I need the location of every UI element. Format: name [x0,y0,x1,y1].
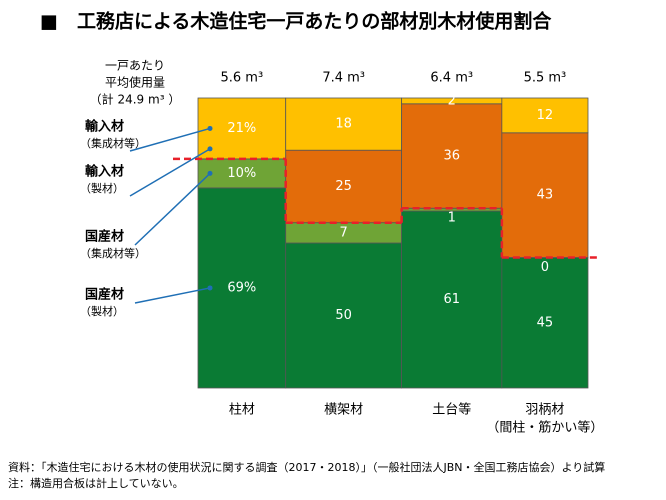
segment-label: 36 [443,149,460,164]
segment [285,242,403,389]
segment-label: 50 [335,308,352,323]
width-label: 6.4 m³ [430,71,473,86]
segment [401,210,503,389]
chart-title: ■ 工務店による木造住宅一戸あたりの部材別木材使用割合 [40,10,552,33]
note: 注：構造用合板は計上していない。 [8,476,184,490]
segment-label: 12 [537,108,554,123]
segment [197,158,287,189]
segment-label: 21% [227,121,256,136]
legend-detail: （集成材等） [80,246,146,260]
legend-name: 国産材 [85,287,124,303]
segment-label: 61 [443,292,460,307]
segment-label: 18 [335,117,352,132]
segment-label: 43 [537,188,554,203]
leader-line [129,127,211,152]
segment-label: 69% [227,280,256,295]
legend-detail: （製材） [80,181,124,195]
segment-label: 45 [537,315,554,330]
width-label: 5.6 m³ [221,71,264,86]
legend-detail: （集成材等） [80,136,146,150]
leader-dot [207,285,213,291]
width-header: 一戸あたり [105,59,165,73]
width-header: （計 24.9 m³ ） [90,92,181,107]
segment [285,97,403,151]
leader-dot [207,125,213,131]
segment [501,132,589,258]
x-tick-label: 横架材 [324,403,363,418]
legend-detail: （製材） [80,304,124,318]
width-label: 5.5 m³ [524,71,567,86]
segment [401,103,503,209]
leader-line [129,148,211,197]
segment-label: 0 [541,260,549,275]
segment [197,187,287,389]
leader-line [134,172,211,246]
note: 資料：「木造住宅における木材の使用状況に関する調査（2017・2018）」（一般… [8,460,605,474]
segment-label: 1 [448,211,456,226]
width-header: 平均使用量 [105,75,165,90]
segment [501,257,589,389]
leader-line [134,287,211,304]
x-tick-label: 羽柄材 [525,403,564,418]
segment-label: 25 [335,179,352,194]
segment-label: 2 [448,93,456,108]
segment-label: 10% [227,166,256,181]
segment-label: 7 [340,225,348,240]
x-tick-label: 土台等 [432,402,471,418]
segment [501,97,589,134]
width-label: 7.4 m³ [322,71,365,86]
legend-name: 輸入材 [85,164,124,180]
x-tick-label: 柱材 [229,403,255,418]
x-tick-label: （間柱・筋かい等） [486,420,603,436]
legend-name: 輸入材 [85,119,124,135]
leader-dot [207,146,213,152]
leader-dot [207,170,213,176]
legend-name: 国産材 [85,229,124,245]
